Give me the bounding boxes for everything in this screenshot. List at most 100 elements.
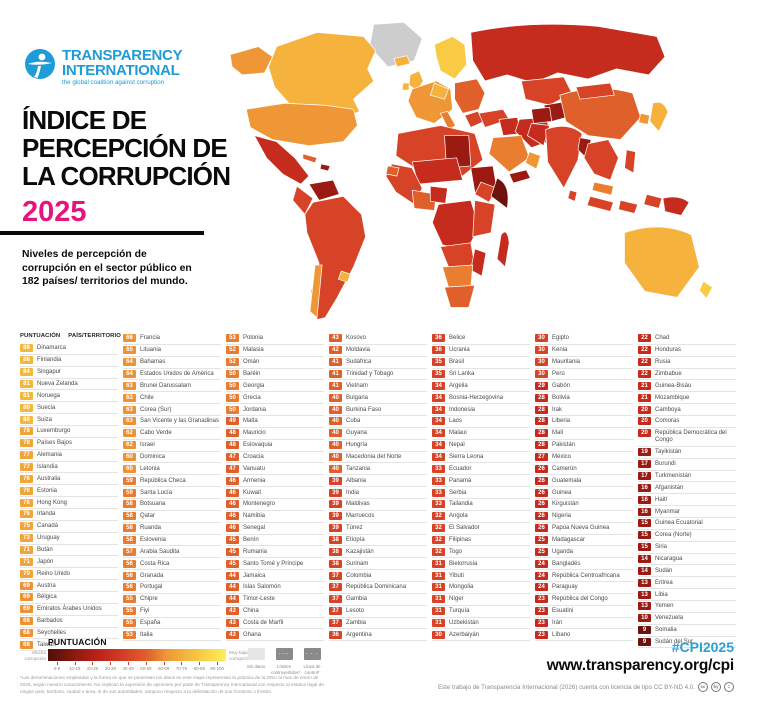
subtitle-text: Niveles de percepción de corrupción en e… [22,249,192,288]
legend-title: PUNTUACIÓN [48,637,107,647]
country-name: Colombia [346,572,372,579]
country-row: 22 Rusia [638,357,736,369]
country-name: Rusia [655,359,671,366]
score-chip: 44 [226,595,239,604]
country-name: República Centroafricana [552,572,620,579]
country-row: 76 Irlanda [20,509,118,521]
score-chip: 58 [123,536,136,544]
score-chip: 32 [432,512,445,521]
transparency-url-link[interactable]: www.transparency.org/cpi [546,657,734,674]
map-region-uruguay [337,270,351,283]
country-name: Marruecos [346,513,375,520]
country-row: 48 Mauricio [226,428,324,440]
country-row: 59 República Checa [123,475,221,488]
score-chip: 63 [123,417,136,426]
transparency-international-logo: TRANSPARENCY INTERNATIONAL the global co… [24,48,183,86]
country-name: Arabia Saudita [140,548,180,555]
map-region-south-africa [444,284,476,308]
score-chip: 16 [638,483,651,492]
score-chip: 40 [329,417,342,426]
country-name: Comoras [655,418,680,425]
country-name: Brunei Darussalam [140,382,192,389]
map-region-mexico-central-america [253,135,310,185]
score-chip: 49 [226,417,239,426]
score-chip: 44 [226,583,239,592]
country-name: Chipre [140,596,158,603]
country-row: 22 Zimbabue [638,369,736,381]
country-row: 47 Croacia [226,452,324,464]
country-name: Ecuador [449,465,472,472]
country-row: 71 Japón [20,556,118,569]
score-chip: 59 [123,476,136,485]
country-name: Líbano [552,631,571,638]
country-row: 39 Albania [329,475,427,488]
country-row: 21 Mozambique [638,392,736,405]
country-name: Senegal [243,525,266,532]
country-row: 80 Suecia [20,402,118,415]
score-chip: 20 [638,405,651,414]
country-name: Suiza [37,416,53,423]
country-name: Uganda [552,548,574,555]
score-chip: 70 [20,569,33,578]
country-name: Sierra Leona [449,453,484,460]
country-row: 24 Paraguay [535,582,633,594]
country-name: Lituania [140,347,162,354]
country-row: 37 Gambia [329,594,427,606]
country-row: 32 Angola [432,511,530,523]
country-row: 55 España [123,618,221,630]
score-chip: 62 [123,429,136,438]
score-chip: 43 [226,607,239,616]
map-region-mozambique-zimbabwe [470,248,487,277]
country-name: Islas Salomón [243,584,281,591]
score-chip: 15 [638,519,651,528]
country-name: Nigeria [552,513,572,520]
score-chip: 9 [638,637,651,646]
country-row: 9 Somalia [638,625,736,637]
country-row: 15 Guinea Ecuatorial [638,518,736,530]
country-name: Mongolia [449,584,474,591]
country-name: Japón [37,558,54,565]
country-name: Ucrania [449,347,470,354]
country-row: 48 Eslovaquia [226,440,324,452]
country-row: 50 Jordania [226,404,324,417]
score-chip: 69 [20,605,33,614]
score-chip: 39 [329,476,342,485]
country-row: 43 Kosovo [329,333,427,345]
score-chip: 48 [226,441,239,450]
score-chip: 37 [329,583,342,592]
score-chip: 71 [20,546,33,554]
score-chip: 26 [535,488,548,497]
page-title: ÍNDICE DE PERCEPCIÓN DE LA CORRUPCIÓN [22,106,231,190]
score-chip: 46 [226,512,239,521]
country-name: Costa Rica [140,560,170,567]
country-row: 43 Ghana [226,629,324,642]
country-name: Georgia [243,382,265,389]
globe-icon [25,49,55,79]
score-chip: 36 [432,346,445,355]
country-row: 68 Barbados [20,616,118,628]
country-row: 29 Gabón [535,380,633,393]
country-name: Trinidad y Tobago [346,370,394,377]
country-name: Malasia [243,347,264,354]
score-chip: 14 [638,554,651,563]
legend-tick: 0-9 [48,662,66,671]
score-chip: 37 [329,607,342,616]
country-row: 43 China [226,606,324,618]
score-chip: 50 [226,381,239,390]
score-chip: 33 [432,488,445,497]
country-row: 31 Turquía [432,606,530,618]
score-chip: 34 [432,417,445,426]
country-row: 64 Bahamas [123,357,221,369]
country-row: 38 Surinam [329,558,427,571]
country-name: Bután [37,547,53,553]
country-name: Uruguay [37,535,60,542]
country-row: 62 Israel [123,440,221,452]
country-row: 50 Grecia [226,392,324,405]
country-row: 16 Afganistán [638,482,736,495]
country-name: China [243,608,259,615]
country-name: España [140,620,161,627]
map-region-oman-uae [524,151,541,170]
country-name: Sudán del Sur [655,638,694,645]
legend-gradient-bar [48,649,226,661]
